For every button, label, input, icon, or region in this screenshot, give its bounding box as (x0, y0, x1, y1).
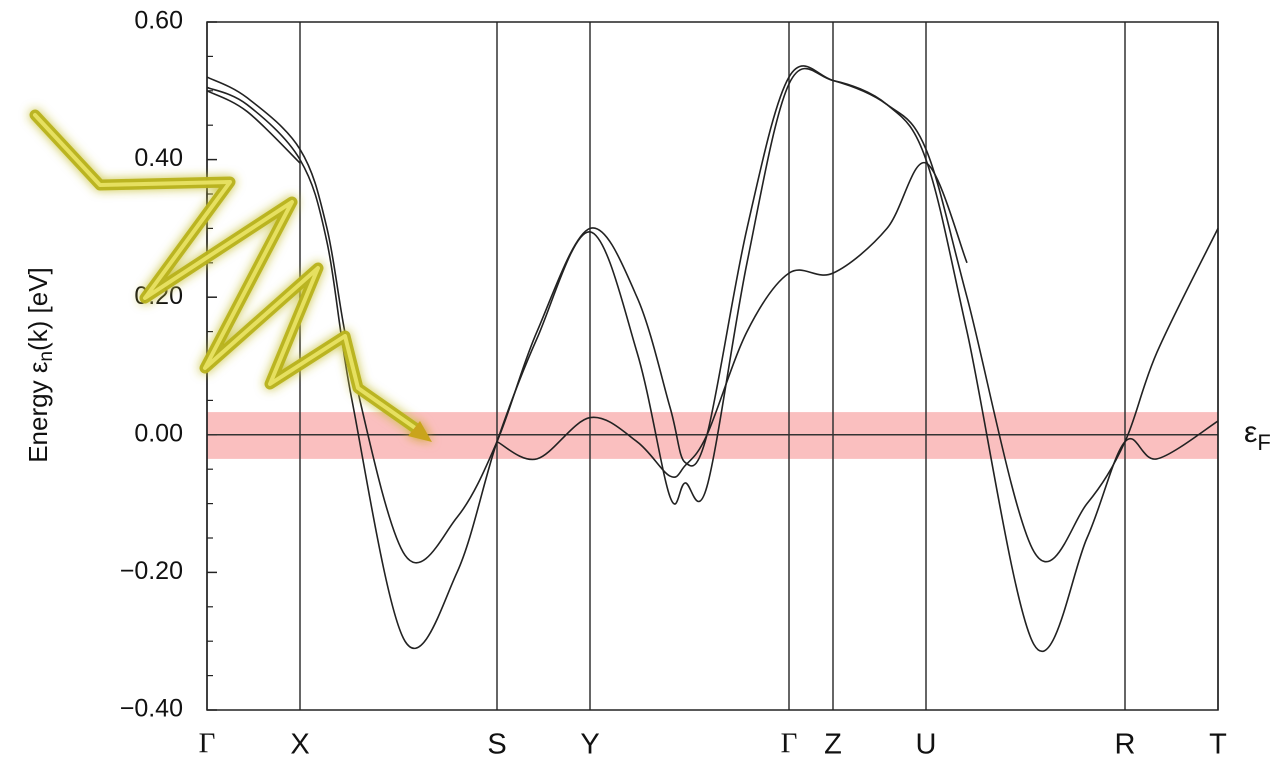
band-line (207, 66, 1218, 563)
x-tick-label: S (487, 729, 506, 761)
x-tick-label: Γ (199, 728, 216, 760)
y-tick-label: 0.00 (134, 419, 183, 447)
y-label-rest: (k) [eV] (23, 267, 53, 351)
band-line (207, 91, 300, 163)
chart: ΓXSYΓZURT−0.40−0.200.000.200.400.60 Ener… (0, 0, 1282, 769)
fermi-label: εF (1244, 416, 1271, 455)
x-tick-label: Y (580, 729, 599, 761)
x-tick-label: X (290, 729, 309, 761)
plot-frame (207, 22, 1218, 710)
photon-wave (35, 115, 418, 430)
band-line (207, 69, 1218, 652)
y-tick-label: 0.60 (134, 7, 183, 35)
y-label-main: Energy ε (23, 361, 53, 463)
x-tick-label: T (1209, 729, 1227, 761)
x-tick-label: Γ (781, 728, 798, 760)
fermi-label-sub: F (1257, 430, 1270, 455)
x-tick-label: R (1115, 729, 1136, 761)
y-axis-label: Energy εn(k) [eV] (23, 267, 57, 463)
x-tick-label: U (916, 729, 937, 761)
photon-decoration (35, 115, 432, 442)
y-tick-label: 0.40 (134, 144, 183, 172)
fermi-label-main: ε (1244, 416, 1257, 449)
y-tick-label: −0.40 (120, 695, 183, 723)
y-tick-label: −0.20 (120, 557, 183, 585)
y-label-sub: n (36, 351, 57, 362)
x-tick-label: Z (824, 729, 842, 761)
